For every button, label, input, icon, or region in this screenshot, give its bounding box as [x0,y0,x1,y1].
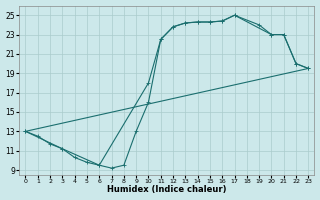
X-axis label: Humidex (Indice chaleur): Humidex (Indice chaleur) [107,185,227,194]
